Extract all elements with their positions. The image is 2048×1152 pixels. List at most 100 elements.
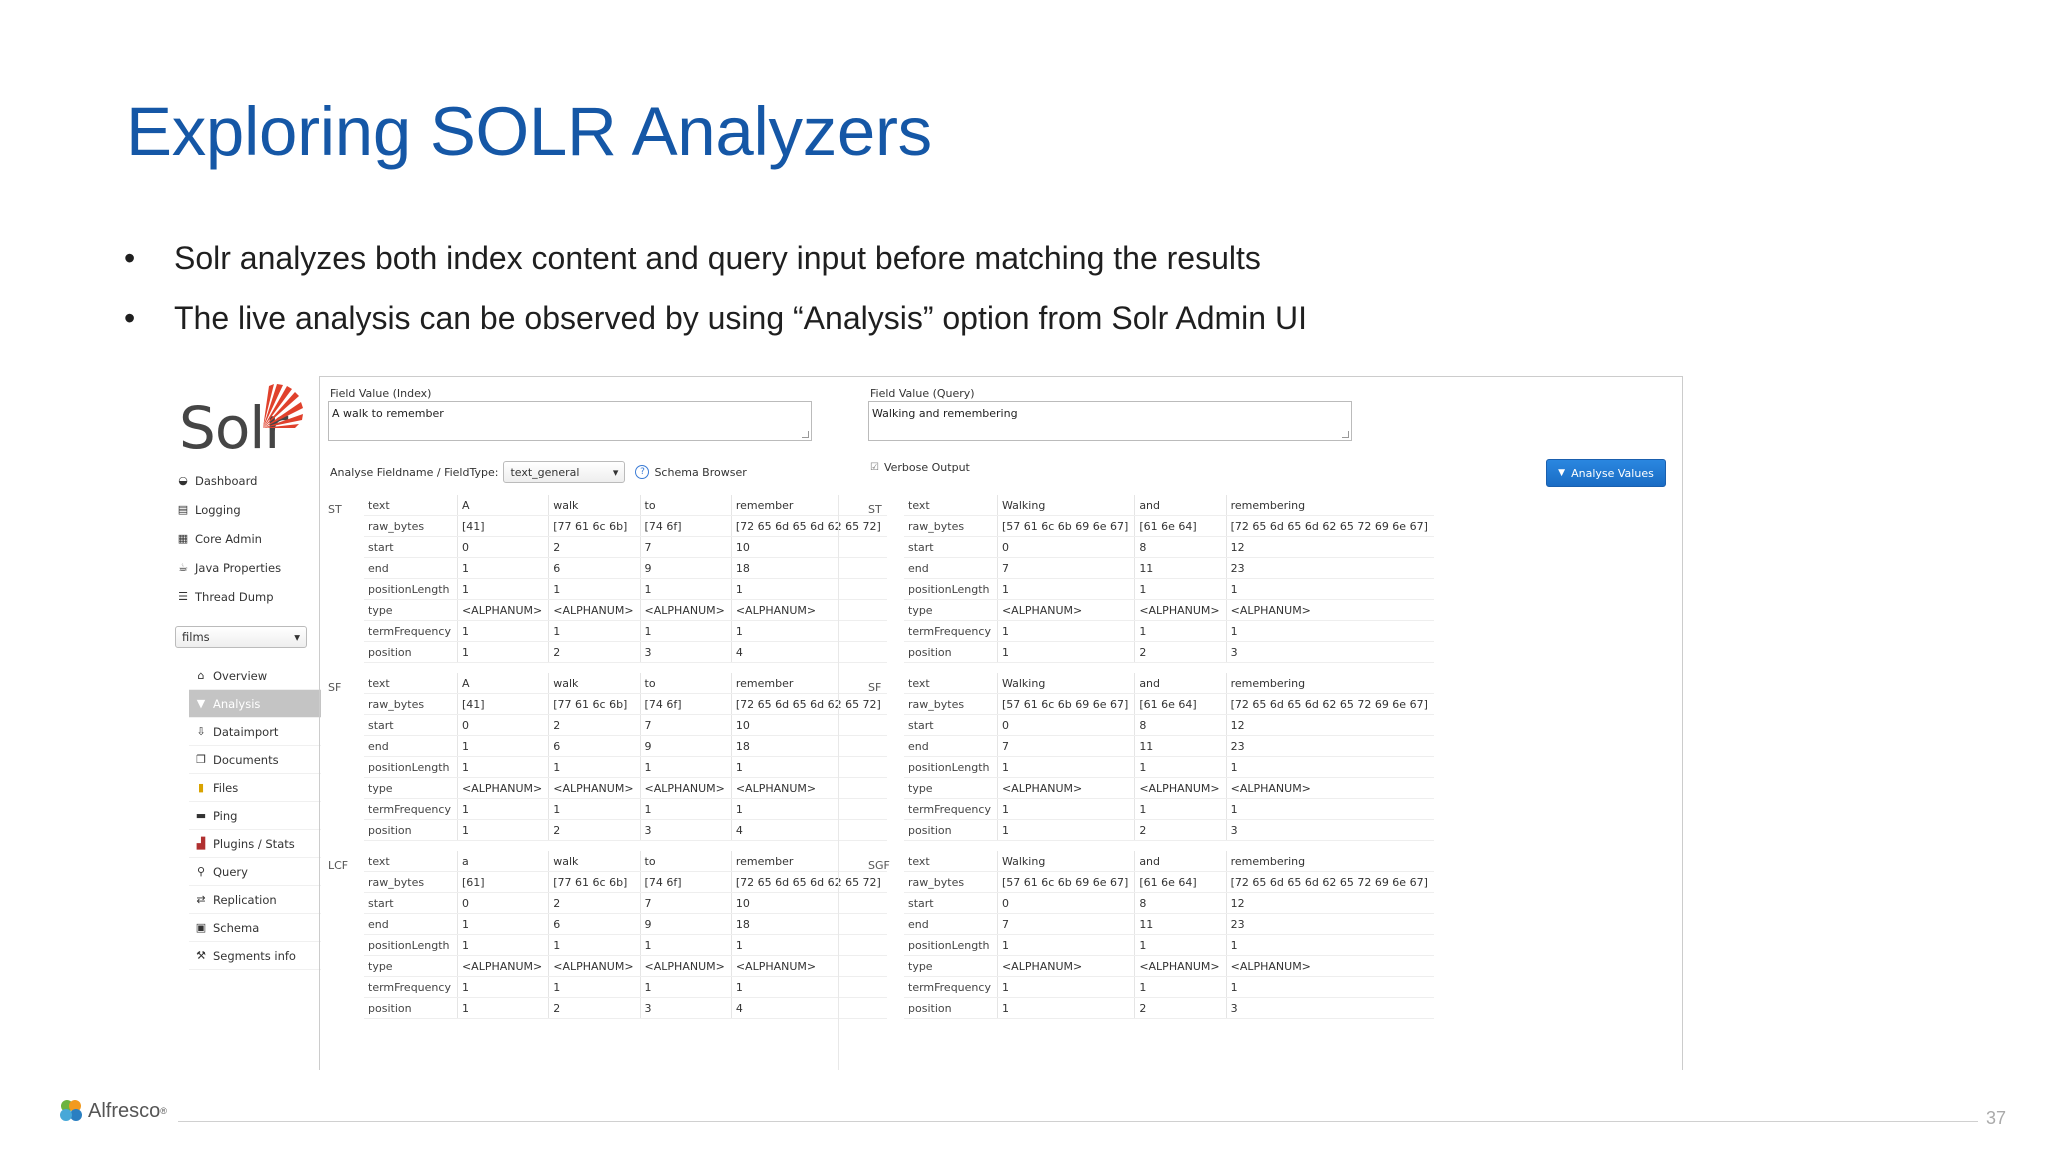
nav-label: Thread Dump (195, 589, 274, 604)
java-icon: ☕ (178, 561, 188, 574)
token-value: to (639, 851, 732, 872)
token-attribute-label: start (904, 714, 998, 736)
nav-core-admin[interactable]: ▦ Core Admin (175, 524, 321, 553)
token-value: <ALPHANUM> (548, 599, 641, 621)
token-value: 2 (1134, 997, 1227, 1019)
token-value: 1 (996, 798, 1135, 820)
bullet-item: • The live analysis can be observed by us… (124, 288, 1307, 348)
core-nav-segments-info[interactable]: ⚒ Segments info (189, 942, 321, 970)
token-value: 1 (1225, 620, 1434, 642)
token-value: 9 (639, 557, 732, 579)
token-row: type <ALPHANUM> <ALPHANUM> <ALPHANUM> (904, 955, 1434, 977)
token-value: remembering (1225, 495, 1434, 516)
token-value: 11 (1134, 557, 1227, 579)
nav-label: Files (213, 780, 239, 795)
token-attribute-label: position (904, 819, 998, 841)
token-value: <ALPHANUM> (548, 777, 641, 799)
resize-handle-icon[interactable] (802, 431, 809, 438)
token-table: text Walking and remembering raw_bytes [57 61… (904, 851, 1434, 1019)
chevron-down-icon: ▾ (294, 630, 300, 644)
nav-logging[interactable]: ▤ Logging (175, 495, 321, 524)
token-value: walk (548, 673, 641, 694)
token-value: 3 (639, 819, 732, 841)
page-number: 37 (1985, 1108, 2006, 1128)
token-value: 12 (1225, 892, 1434, 914)
token-value: 18 (730, 557, 887, 579)
token-value: remember (730, 673, 887, 694)
analyse-values-label: Analyse Values (1571, 466, 1654, 480)
token-attribute-label: positionLength (364, 756, 458, 778)
nav-label: Replication (213, 892, 277, 907)
token-value: [72 65 6d 65 6d 62 65 72 69 6e 67] (1225, 871, 1434, 893)
solr-logo[interactable]: Solr (173, 380, 313, 462)
token-attribute-label: end (364, 735, 458, 757)
token-value: 1 (548, 798, 641, 820)
nav-label: Core Admin (195, 531, 262, 546)
core-nav-overview[interactable]: ⌂ Overview (189, 662, 321, 690)
core-nav-dataimport[interactable]: ⇩ Dataimport (189, 718, 321, 746)
token-table: text Walking and remembering raw_bytes [57 61… (904, 495, 1434, 663)
fieldtype-select[interactable]: text_general ▾ (503, 461, 626, 483)
token-attribute-label: positionLength (364, 578, 458, 600)
token-value: 3 (639, 997, 732, 1019)
token-row: end 1 6 9 18 (364, 557, 887, 579)
token-value: [74 6f] (639, 693, 732, 715)
resize-handle-icon[interactable] (1342, 431, 1349, 438)
token-value: remember (730, 495, 887, 516)
token-value: 1 (456, 913, 549, 935)
core-nav-plugins-stats[interactable]: ▟ Plugins / Stats (189, 830, 321, 858)
core-nav-query[interactable]: ⚲ Query (189, 858, 321, 886)
query-field-label: Field Value (Query) (870, 387, 975, 400)
nav-label: Schema (213, 920, 260, 935)
core-selector[interactable]: films ▾ (175, 626, 307, 648)
token-attribute-label: start (364, 714, 458, 736)
verbose-checkbox-icon[interactable]: ☑ (870, 462, 879, 473)
schema-browser-link[interactable]: Schema Browser (654, 465, 747, 479)
query-field-value-input[interactable]: Walking and remembering (868, 401, 1352, 441)
analyse-values-button[interactable]: ▼ Analyse Values (1546, 459, 1666, 487)
token-attribute-label: text (364, 495, 458, 516)
analysis-step-label: ST (868, 503, 882, 516)
core-nav-files[interactable]: ▮ Files (189, 774, 321, 802)
nav-dashboard[interactable]: ◒ Dashboard (175, 466, 321, 495)
token-row: position 1 2 3 (904, 641, 1434, 663)
core-nav-analysis[interactable]: ▼ Analysis (189, 690, 321, 718)
token-value: 1 (996, 934, 1135, 956)
core-nav-documents[interactable]: ❐ Documents (189, 746, 321, 774)
token-value: a (456, 851, 549, 872)
core-nav-schema[interactable]: ▣ Schema (189, 914, 321, 942)
token-value: <ALPHANUM> (1225, 599, 1434, 621)
token-value: <ALPHANUM> (456, 955, 549, 977)
token-attribute-label: termFrequency (904, 620, 998, 642)
core-nav-ping[interactable]: ▬ Ping (189, 802, 321, 830)
token-value: 2 (548, 819, 641, 841)
token-value: 12 (1225, 536, 1434, 558)
token-attribute-label: raw_bytes (904, 871, 998, 893)
nav-java-properties[interactable]: ☕ Java Properties (175, 553, 321, 582)
core-nav-replication[interactable]: ⇄ Replication (189, 886, 321, 914)
token-attribute-label: text (904, 851, 998, 872)
token-value: 2 (548, 997, 641, 1019)
token-row: termFrequency 1 1 1 (904, 798, 1434, 820)
token-value: A (456, 495, 549, 516)
token-value: <ALPHANUM> (1225, 955, 1434, 977)
nav-label: Segments info (213, 948, 296, 963)
token-attribute-label: position (364, 819, 458, 841)
token-value: 1 (639, 976, 732, 998)
schema-icon: ▣ (195, 921, 207, 934)
token-value: 2 (1134, 641, 1227, 663)
help-icon[interactable]: ? (635, 465, 650, 479)
token-value: 1 (1225, 934, 1434, 956)
token-row: text Walking and remembering (904, 851, 1434, 872)
token-value: 9 (639, 735, 732, 757)
search-icon: ⚲ (196, 865, 206, 878)
token-value: 8 (1134, 892, 1227, 914)
chevron-down-icon: ▾ (612, 465, 619, 479)
token-value: 23 (1225, 557, 1434, 579)
token-attribute-label: position (364, 641, 458, 663)
analysis-step-label: SF (328, 681, 342, 694)
analysis-step-label: LCF (328, 859, 349, 872)
nav-thread-dump[interactable]: ☰ Thread Dump (175, 582, 321, 611)
index-field-value-input[interactable]: A walk to remember (328, 401, 812, 441)
